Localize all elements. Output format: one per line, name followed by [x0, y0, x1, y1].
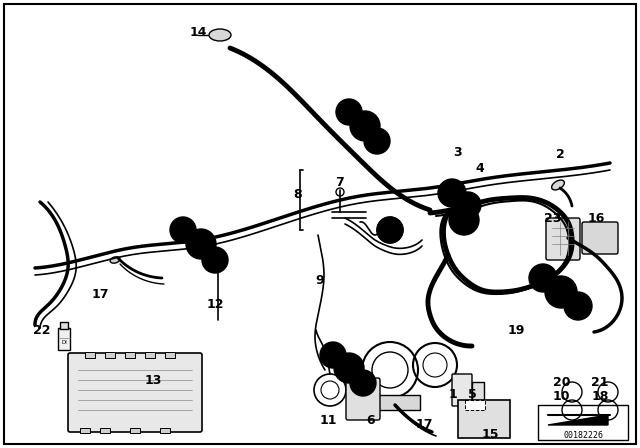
Text: 17: 17	[92, 289, 109, 302]
Circle shape	[564, 292, 592, 320]
Circle shape	[336, 99, 362, 125]
FancyBboxPatch shape	[458, 400, 510, 438]
Bar	[60, 322, 68, 329]
Text: 4: 4	[476, 161, 484, 175]
FancyBboxPatch shape	[68, 353, 202, 432]
Text: 18: 18	[383, 225, 397, 235]
FancyBboxPatch shape	[452, 374, 472, 406]
Text: 21: 21	[356, 379, 369, 388]
Bar	[58, 328, 70, 350]
Text: 10: 10	[462, 201, 474, 210]
Circle shape	[350, 370, 376, 396]
Text: 21: 21	[209, 255, 221, 264]
Bar	[165, 352, 175, 358]
Ellipse shape	[110, 257, 120, 263]
Text: 20: 20	[555, 288, 567, 297]
Text: 14: 14	[189, 26, 207, 39]
Bar	[145, 352, 155, 358]
Text: 21: 21	[572, 302, 584, 310]
Text: 5: 5	[468, 388, 476, 401]
Circle shape	[449, 205, 479, 235]
Bar	[80, 428, 90, 433]
Bar	[100, 428, 110, 433]
Text: 10: 10	[327, 350, 339, 359]
Circle shape	[186, 229, 216, 259]
Circle shape	[334, 353, 364, 383]
Bar	[105, 352, 115, 358]
Circle shape	[202, 247, 228, 273]
FancyBboxPatch shape	[582, 222, 618, 254]
Text: 13: 13	[144, 374, 162, 387]
Text: 19: 19	[508, 323, 525, 336]
Circle shape	[350, 111, 380, 141]
Text: 20: 20	[195, 240, 207, 249]
Text: 18: 18	[591, 391, 609, 404]
FancyBboxPatch shape	[546, 218, 580, 260]
Text: 00182226: 00182226	[563, 431, 603, 439]
Text: 3: 3	[452, 146, 461, 159]
Text: 12: 12	[206, 298, 224, 311]
Text: 10: 10	[343, 108, 355, 116]
Text: 22: 22	[33, 323, 51, 336]
Text: 21: 21	[445, 189, 458, 198]
FancyBboxPatch shape	[346, 378, 380, 420]
Text: 16: 16	[588, 211, 605, 224]
Polygon shape	[548, 415, 608, 425]
Bar	[538, 405, 628, 440]
Text: 18: 18	[384, 225, 396, 234]
Text: 11: 11	[319, 414, 337, 426]
Text: 10: 10	[177, 225, 189, 234]
Bar	[465, 400, 485, 410]
Circle shape	[455, 192, 481, 218]
Text: 9: 9	[316, 273, 324, 287]
Text: 15: 15	[481, 428, 499, 441]
Text: 2: 2	[556, 148, 564, 161]
Ellipse shape	[552, 180, 564, 190]
Text: 8: 8	[294, 189, 302, 202]
Circle shape	[364, 128, 390, 154]
Text: 1: 1	[449, 388, 458, 401]
Bar	[160, 428, 170, 433]
Text: 10: 10	[537, 273, 549, 283]
Bar	[360, 395, 420, 410]
Text: 17: 17	[415, 418, 433, 431]
Circle shape	[438, 179, 466, 207]
Ellipse shape	[209, 29, 231, 41]
Text: 6: 6	[367, 414, 375, 426]
Circle shape	[529, 264, 557, 292]
Text: DI: DI	[61, 340, 67, 345]
Bar	[130, 428, 140, 433]
Text: 7: 7	[335, 177, 344, 190]
Text: 20: 20	[343, 363, 355, 372]
Text: 20: 20	[359, 121, 371, 130]
Bar	[85, 352, 95, 358]
Text: 20: 20	[458, 215, 470, 224]
Text: 21: 21	[591, 375, 609, 388]
Circle shape	[320, 342, 346, 368]
Text: 23: 23	[544, 211, 562, 224]
Text: 10: 10	[552, 391, 570, 404]
Text: 21: 21	[371, 137, 383, 146]
Text: 20: 20	[553, 375, 571, 388]
Circle shape	[377, 217, 403, 243]
Circle shape	[170, 217, 196, 243]
Circle shape	[545, 276, 577, 308]
Bar	[125, 352, 135, 358]
Bar	[472, 382, 484, 402]
